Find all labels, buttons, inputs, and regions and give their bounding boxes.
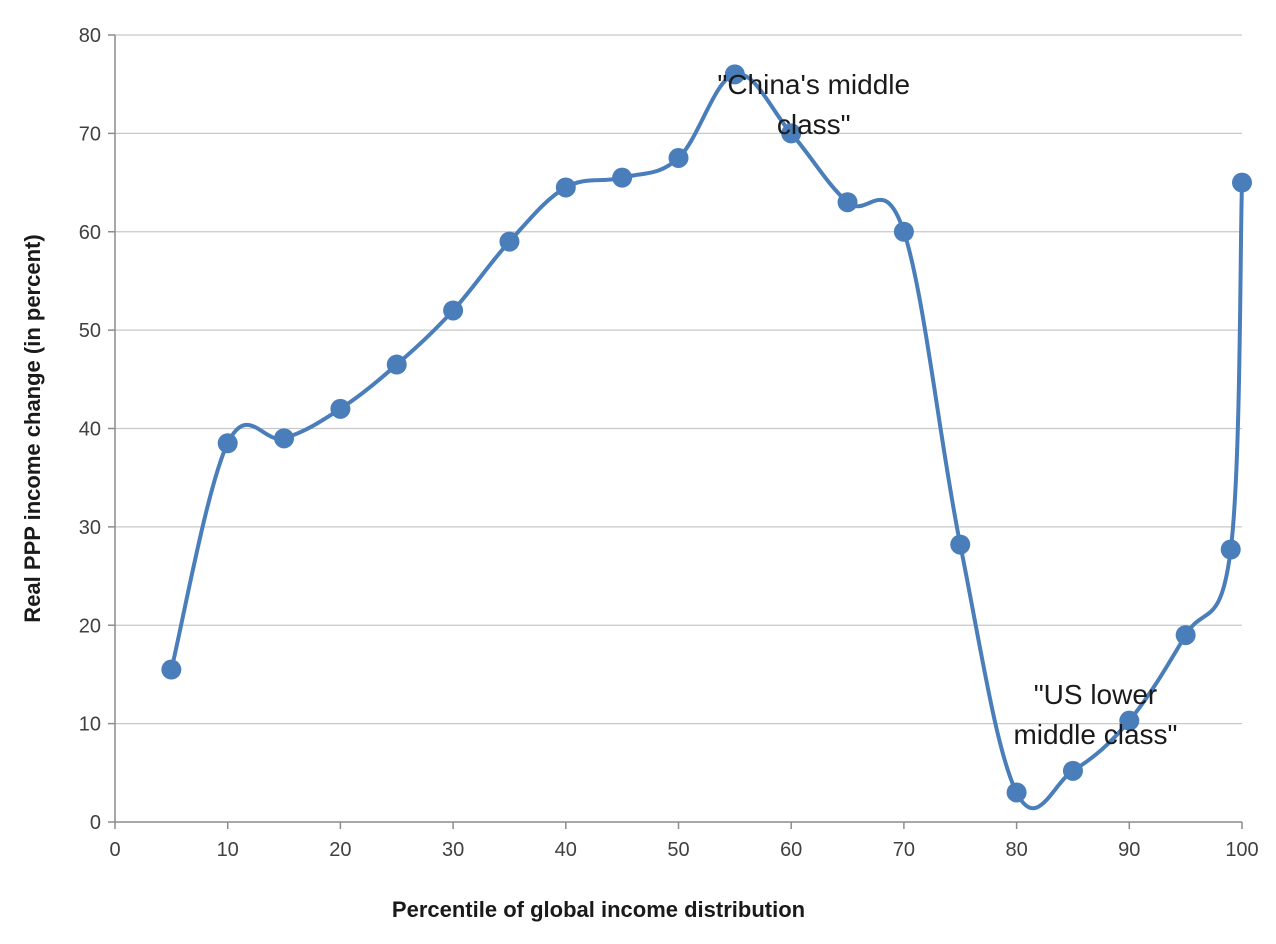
data-point-p90 [1119, 710, 1140, 731]
y-tick-label: 0 [90, 812, 101, 834]
data-point-p40 [555, 177, 576, 198]
series-0-line [169, 72, 1244, 811]
data-points [161, 64, 1252, 803]
x-tick-label: 90 [1118, 839, 1140, 861]
data-point-p30 [443, 300, 464, 321]
data-point-p70 [893, 221, 914, 242]
data-point-p60 [781, 123, 802, 144]
y-tick-label: 40 [79, 419, 101, 441]
y-tick-label: 20 [79, 615, 101, 637]
data-point-p10 [217, 433, 238, 454]
annotation-1-line-0: "US lower [1034, 679, 1158, 710]
data-point-p5 [161, 659, 182, 680]
annotation-0-line-0: "China's middle [717, 69, 910, 100]
series-line [169, 72, 1244, 811]
x-tick-label: 100 [1225, 839, 1258, 861]
data-point-p95 [1175, 625, 1196, 646]
data-point-p50 [668, 147, 689, 168]
x-tick-label: 0 [109, 839, 120, 861]
x-axis-title: Percentile of global income distribution [392, 897, 805, 922]
y-tick-label: 60 [79, 222, 101, 244]
x-tick-label: 60 [780, 839, 802, 861]
data-point-p15 [274, 428, 295, 449]
data-point-p45 [612, 167, 633, 188]
x-tick-label: 50 [667, 839, 689, 861]
data-point-p75 [950, 534, 971, 555]
labels: 0 10 20 30 40 50 60 70 80 0 10 20 30 40 50 60 70 80 90 100 P… [20, 25, 1259, 922]
gridlines [115, 34, 1242, 725]
data-point-p80 [1006, 782, 1027, 803]
x-tick-label: 30 [442, 839, 464, 861]
y-tick-label: 10 [79, 714, 101, 736]
annotation-1-line-1: middle class" [1013, 719, 1177, 750]
x-tick-label: 20 [329, 839, 351, 861]
y-axis-title: Real PPP income change (in percent) [20, 234, 45, 622]
data-point-p100 [1232, 172, 1252, 193]
y-tick-label: 70 [79, 123, 101, 145]
data-point-p25 [386, 354, 407, 375]
data-point-p99 [1220, 539, 1241, 560]
data-point-p55 [724, 64, 745, 85]
y-tick-label: 50 [79, 320, 101, 342]
x-tick-label: 40 [555, 839, 577, 861]
y-tick-label: 30 [79, 517, 101, 539]
x-tick-label: 10 [217, 839, 239, 861]
data-point-p20 [330, 398, 351, 419]
annotation-0-line-1: class" [777, 109, 851, 140]
data-point-p35 [499, 231, 520, 252]
x-tick-label: 80 [1005, 839, 1027, 861]
axes [108, 34, 1243, 829]
data-point-p65 [837, 192, 858, 213]
y-tick-label: 80 [79, 25, 101, 47]
data-point-p85 [1062, 760, 1083, 781]
x-tick-label: 70 [893, 839, 915, 861]
